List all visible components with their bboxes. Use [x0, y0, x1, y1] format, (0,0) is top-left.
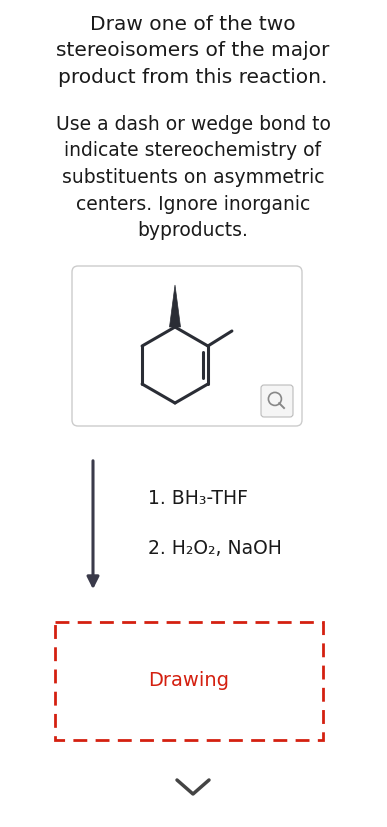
Bar [55, 622, 323, 740]
Text: 2. H₂O₂, NaOH: 2. H₂O₂, NaOH [148, 538, 282, 557]
Text: Draw one of the two
stereoisomers of the major
product from this reaction.: Draw one of the two stereoisomers of the… [57, 15, 330, 87]
FancyBboxPatch shape [72, 266, 302, 426]
Text: Drawing: Drawing [149, 672, 229, 691]
FancyBboxPatch shape [261, 385, 293, 417]
Text: Use a dash or wedge bond to
indicate stereochemistry of
substituents on asymmetr: Use a dash or wedge bond to indicate ste… [56, 115, 330, 240]
Text: 1. BH₃-THF: 1. BH₃-THF [148, 489, 248, 508]
Polygon shape [170, 285, 180, 327]
